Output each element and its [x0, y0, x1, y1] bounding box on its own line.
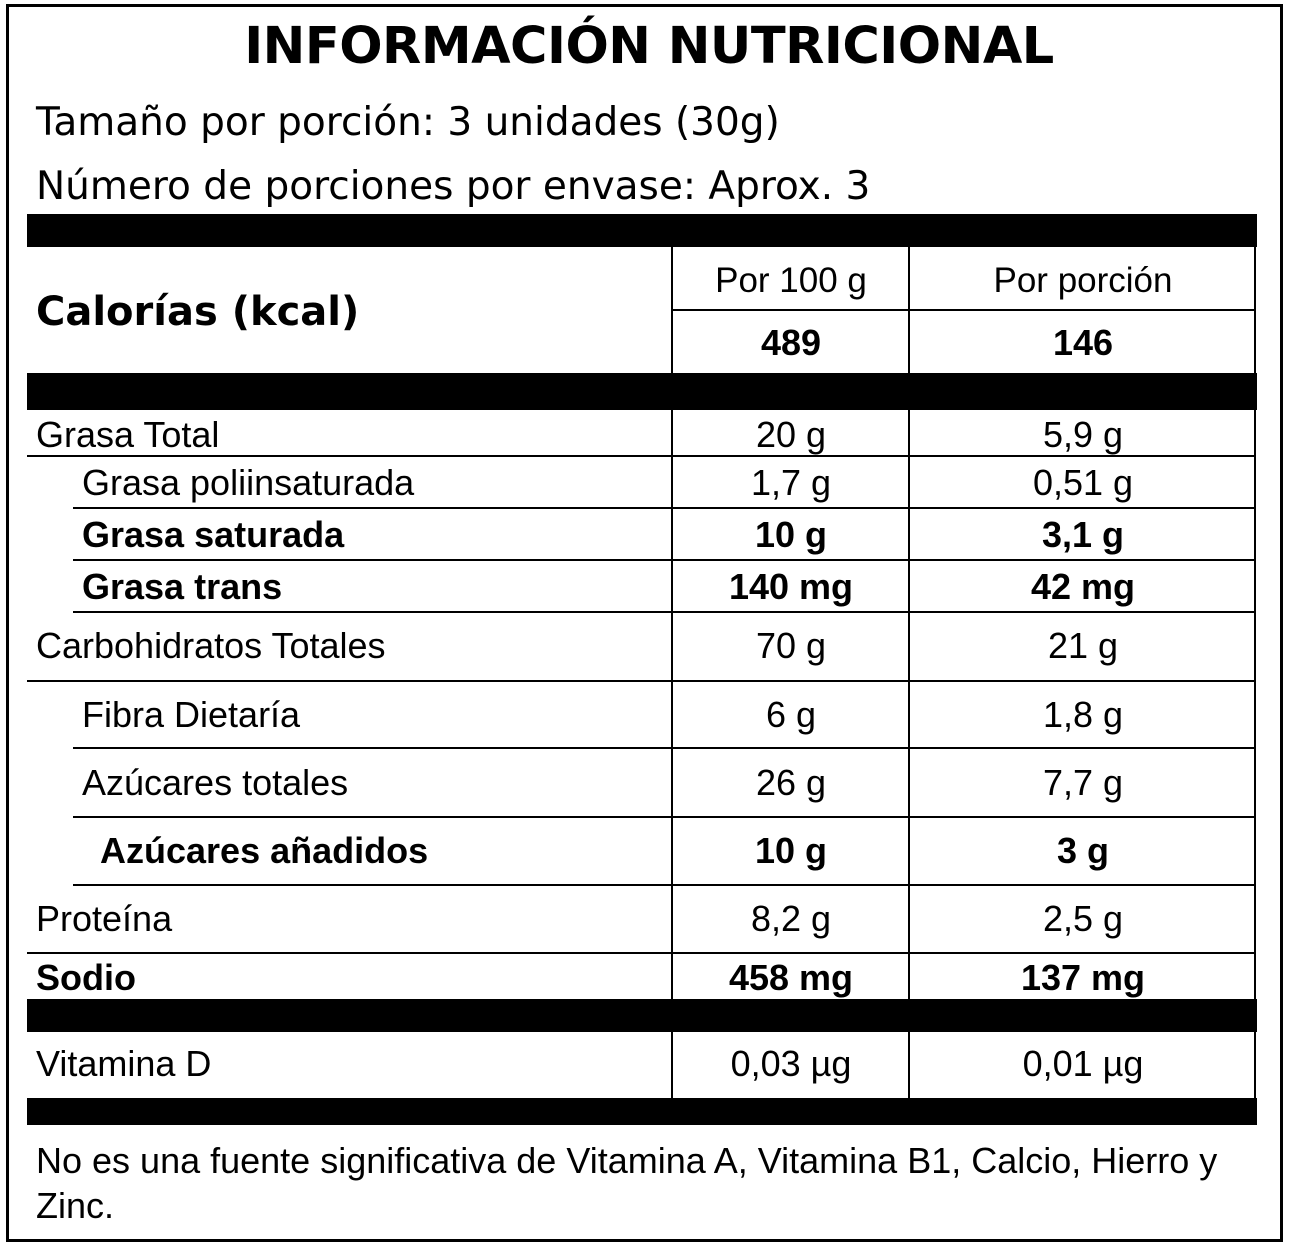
row-divider — [671, 309, 1256, 311]
footnote: No es una fuente significativa de Vitami… — [36, 1140, 1218, 1226]
calories-per-serving: 146 — [1052, 322, 1114, 363]
nutrient-value-per-serving: 2,5 g — [1042, 898, 1124, 939]
vitamin-value-per-serving: 0,01 µg — [1022, 1043, 1144, 1084]
row-divider — [73, 611, 1256, 613]
nutrient-value-per-100g: 6 g — [765, 694, 817, 735]
nutrient-name-sodio: Sodio — [36, 957, 136, 998]
nutrient-value-per-serving: 7,7 g — [1042, 762, 1124, 803]
servings-per-container: Número de porciones por envase: Aprox. 3 — [36, 164, 871, 209]
nutrient-value-per-serving: 1,8 g — [1042, 694, 1124, 735]
label-frame — [6, 4, 1283, 1242]
nutrient-name-grasa-poliinsaturada: Grasa poliinsaturada — [82, 462, 415, 503]
nutrient-value-per-100g: 70 g — [755, 625, 827, 666]
column-divider — [908, 1032, 910, 1098]
col-header-per-serving: Por porción — [993, 261, 1173, 300]
nutrient-value-per-serving: 21 g — [1047, 625, 1119, 666]
vitamin-name-vitamina-d: Vitamina D — [36, 1043, 212, 1084]
nutrient-value-per-100g: 26 g — [755, 762, 827, 803]
nutrient-name-azucares-totales: Azúcares totales — [82, 762, 349, 803]
row-divider — [27, 455, 1256, 457]
vitamin-value-per-100g: 0,03 µg — [730, 1043, 852, 1084]
nutrient-name-grasa-total: Grasa Total — [36, 414, 220, 455]
nutrient-value-per-serving: 137 mg — [1020, 957, 1146, 998]
nutrient-name-grasa-trans: Grasa trans — [82, 566, 283, 607]
row-divider — [73, 816, 1256, 818]
row-divider — [27, 680, 1256, 682]
serving-size: Tamaño por porción: 3 unidades (30g) — [36, 100, 780, 145]
nutrient-value-per-100g: 140 mg — [728, 566, 854, 607]
nutrient-value-per-serving: 3,1 g — [1041, 514, 1125, 555]
column-divider — [671, 410, 673, 999]
nutrient-value-per-serving: 42 mg — [1030, 566, 1136, 607]
calories-per-100g: 489 — [760, 322, 822, 363]
nutrient-name-grasa-saturada: Grasa saturada — [82, 514, 345, 555]
separator-bar — [27, 214, 1257, 247]
separator-bar — [27, 1098, 1257, 1125]
row-divider — [73, 884, 1256, 886]
nutrient-value-per-serving: 0,51 g — [1032, 462, 1134, 503]
column-divider — [671, 1032, 673, 1098]
column-divider — [1254, 1032, 1256, 1098]
calories-label: Calorías (kcal) — [36, 289, 360, 335]
nutrient-value-per-100g: 1,7 g — [750, 462, 832, 503]
nutrient-name-proteina: Proteína — [36, 898, 173, 939]
separator-bar — [27, 373, 1257, 410]
row-divider — [73, 747, 1256, 749]
nutrient-name-carbohidratos-totales: Carbohidratos Totales — [36, 625, 386, 666]
nutrient-value-per-100g: 8,2 g — [750, 898, 832, 939]
column-divider — [1254, 410, 1256, 999]
nutrient-name-azucares-anadidos: Azúcares añadidos — [100, 830, 429, 871]
nutrient-value-per-serving: 3 g — [1056, 830, 1109, 871]
column-divider — [908, 410, 910, 999]
nutrient-value-per-100g: 10 g — [754, 830, 828, 871]
label-title: INFORMACIÓN NUTRICIONAL — [244, 17, 1054, 76]
row-divider — [73, 559, 1256, 561]
row-divider — [27, 952, 1256, 954]
nutrient-value-per-100g: 20 g — [755, 414, 827, 455]
row-divider — [73, 507, 1256, 509]
nutrient-name-fibra-dietaria: Fibra Dietaría — [82, 694, 301, 735]
separator-bar — [27, 999, 1257, 1032]
col-header-per-100g: Por 100 g — [715, 261, 867, 300]
nutrient-value-per-100g: 458 mg — [728, 957, 854, 998]
nutrient-value-per-100g: 10 g — [754, 514, 828, 555]
nutrient-value-per-serving: 5,9 g — [1042, 414, 1124, 455]
